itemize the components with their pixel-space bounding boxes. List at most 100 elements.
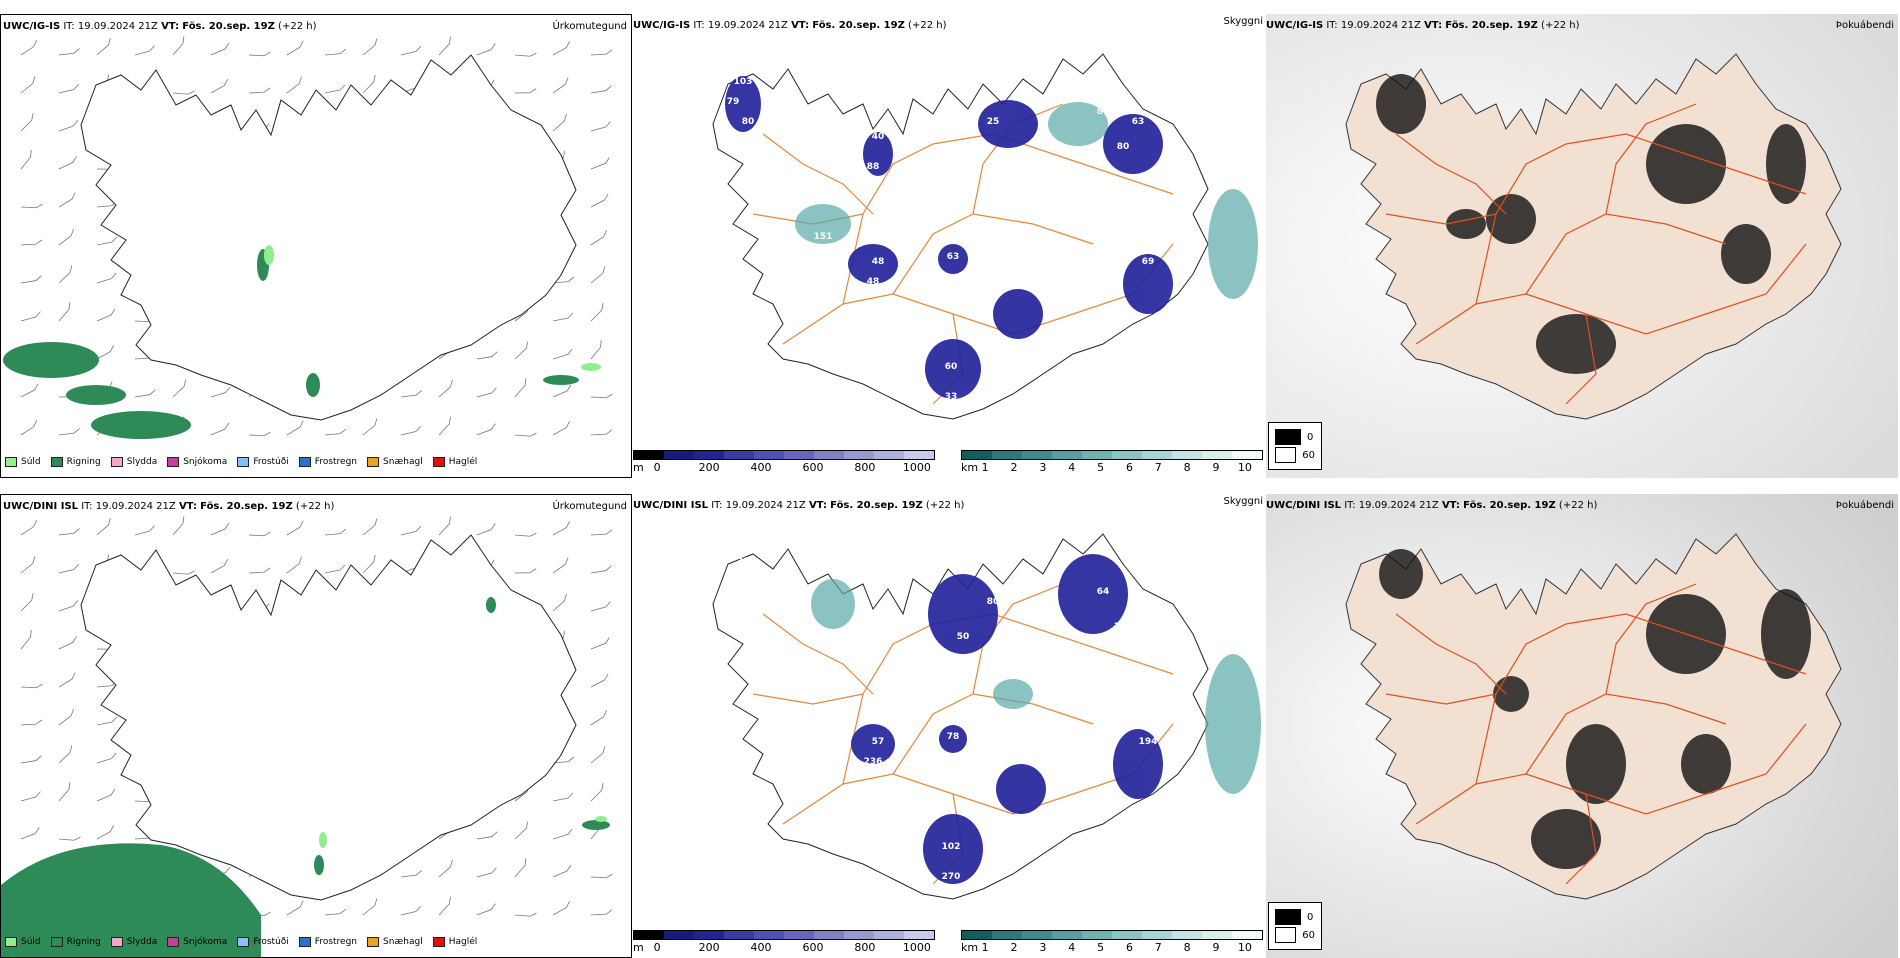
road-line bbox=[972, 583, 1064, 695]
wind-barb bbox=[20, 311, 41, 322]
wind-barb bbox=[590, 601, 611, 612]
colorbar-tick-label: 4 bbox=[1068, 461, 1076, 474]
wind-barb bbox=[362, 418, 378, 436]
wind-barb bbox=[20, 113, 34, 132]
colorbar-cell bbox=[1142, 451, 1172, 459]
legend-label: Súld bbox=[21, 937, 41, 947]
wind-barb bbox=[20, 827, 40, 840]
wind-barb bbox=[476, 903, 496, 916]
colorbar-cell bbox=[1172, 931, 1202, 939]
colorbar-tick-label: 5 bbox=[1097, 461, 1105, 474]
fog-title-row1: Þokuábendi bbox=[1835, 20, 1894, 31]
wind-barb bbox=[590, 746, 606, 764]
legend-swatch bbox=[167, 937, 180, 947]
cloud-base-label: 69 bbox=[1142, 257, 1155, 267]
road-line bbox=[762, 133, 874, 215]
fog-header-row2: UWC/DINI ISL IT: 19.09.2024 21Z VT: Fös.… bbox=[1266, 500, 1598, 511]
precip-legend-item: Súld bbox=[5, 457, 41, 467]
road-line bbox=[1415, 243, 1807, 345]
precip-legend-item: Frostúði bbox=[237, 457, 289, 467]
wind-barb bbox=[552, 77, 569, 94]
legend-label: Snjókoma bbox=[183, 457, 228, 467]
wind-barb bbox=[590, 783, 604, 802]
road-line bbox=[752, 693, 864, 705]
wind-barb bbox=[324, 428, 347, 436]
wind-barb bbox=[590, 157, 610, 170]
wind-barb bbox=[96, 752, 117, 764]
wind-barb bbox=[210, 42, 230, 56]
cloud-base-label: 80 bbox=[987, 597, 1000, 607]
wind-barb bbox=[552, 828, 573, 840]
wind-barb bbox=[248, 567, 271, 574]
fog-legend-item: 60 bbox=[1275, 447, 1315, 463]
fog-legend-item: 0 bbox=[1275, 429, 1315, 445]
cloud-base-label: 42 bbox=[1132, 597, 1145, 607]
cloud-base-label: 63 bbox=[947, 252, 960, 262]
cloud-header-row1: UWC/IG-IS IT: 19.09.2024 21Z VT: Fös. 20… bbox=[633, 20, 947, 31]
precip-title-row1: Úrkomutegund bbox=[552, 21, 627, 32]
legend-swatch bbox=[110, 937, 123, 947]
colorbar-tick-label: 6 bbox=[1125, 941, 1133, 954]
legend-label: Rigning bbox=[66, 457, 101, 467]
cloud-base-label: 270 bbox=[942, 872, 961, 882]
colorbar-cell bbox=[634, 451, 664, 459]
precip-rain-areas bbox=[3, 249, 579, 439]
cloud-areas bbox=[851, 554, 1163, 884]
wind-barb bbox=[58, 84, 80, 94]
wind-barb bbox=[20, 383, 39, 398]
wind-barb bbox=[552, 520, 571, 536]
wind-barb bbox=[590, 637, 610, 650]
colorbar-unit: km bbox=[961, 941, 979, 954]
colorbar-tick-label: 1 bbox=[981, 941, 989, 954]
fog-roads bbox=[1385, 583, 1807, 885]
wind-barb bbox=[58, 265, 73, 284]
wind-barb bbox=[514, 52, 537, 57]
wind-barb bbox=[210, 522, 230, 536]
fog-areas bbox=[1379, 549, 1811, 869]
wind-barb bbox=[590, 229, 608, 246]
road-line bbox=[1395, 133, 1507, 215]
legend-swatch bbox=[237, 457, 250, 467]
colorbar-cell bbox=[844, 931, 874, 939]
wind-barb bbox=[58, 708, 74, 726]
colorbar-cell bbox=[724, 931, 754, 939]
colorbar-tick-label: 0 bbox=[653, 461, 661, 474]
precip-legend-item: Slydda bbox=[110, 937, 157, 947]
colorbar-tick-label: 10 bbox=[1237, 461, 1252, 474]
colorbar-cell bbox=[1052, 451, 1082, 459]
wind-barb bbox=[590, 529, 613, 536]
colorbar-cell bbox=[1202, 931, 1232, 939]
precip-legend-row2: Súld Rigning Slydda Snjókoma Frostúði Frostre… bbox=[5, 933, 477, 951]
legend-swatch bbox=[367, 457, 380, 467]
wind-barb bbox=[20, 39, 38, 56]
wind-barb bbox=[210, 422, 230, 436]
colorbar-strip bbox=[961, 930, 1263, 940]
road-line bbox=[1565, 313, 1597, 405]
colorbar-cell bbox=[1232, 451, 1262, 459]
precip-map-row1 bbox=[3, 36, 613, 439]
wind-barb bbox=[96, 344, 115, 360]
cloud-base-label: 25 bbox=[987, 117, 1000, 127]
colorbar-cell bbox=[992, 451, 1022, 459]
fog-panel-row2: UWC/DINI ISL IT: 19.09.2024 21Z VT: Fös.… bbox=[1266, 494, 1898, 958]
wind-barb bbox=[514, 858, 527, 878]
visibility-colorbar-row2: km 1 2 3 4 5 6 7 8 9 10 bbox=[961, 930, 1263, 954]
cloud-base-label: 145 bbox=[1114, 622, 1133, 632]
wind-barb bbox=[20, 275, 42, 284]
legend-swatch bbox=[1275, 927, 1297, 943]
colorbar-cell bbox=[992, 931, 1022, 939]
cloud-base-label: 103 bbox=[734, 77, 753, 87]
cloud-areas bbox=[725, 76, 1173, 399]
fog-panel-row1: UWC/IG-IS IT: 19.09.2024 21Z VT: Fös. 20… bbox=[1266, 14, 1898, 478]
wind-barb bbox=[20, 556, 36, 574]
wind-barb bbox=[20, 755, 42, 764]
cloud-base-label: 48 bbox=[867, 277, 880, 287]
fog-legend-item: 60 bbox=[1275, 927, 1315, 943]
legend-swatch bbox=[1275, 909, 1301, 925]
wind-barb bbox=[172, 90, 195, 95]
wind-barb bbox=[248, 87, 271, 94]
colorbar-tick-label: 7 bbox=[1154, 941, 1162, 954]
legend-label: Haglél bbox=[448, 457, 478, 467]
precip-legend-item: Haglél bbox=[432, 457, 478, 467]
colorbar-cell bbox=[1172, 451, 1202, 459]
